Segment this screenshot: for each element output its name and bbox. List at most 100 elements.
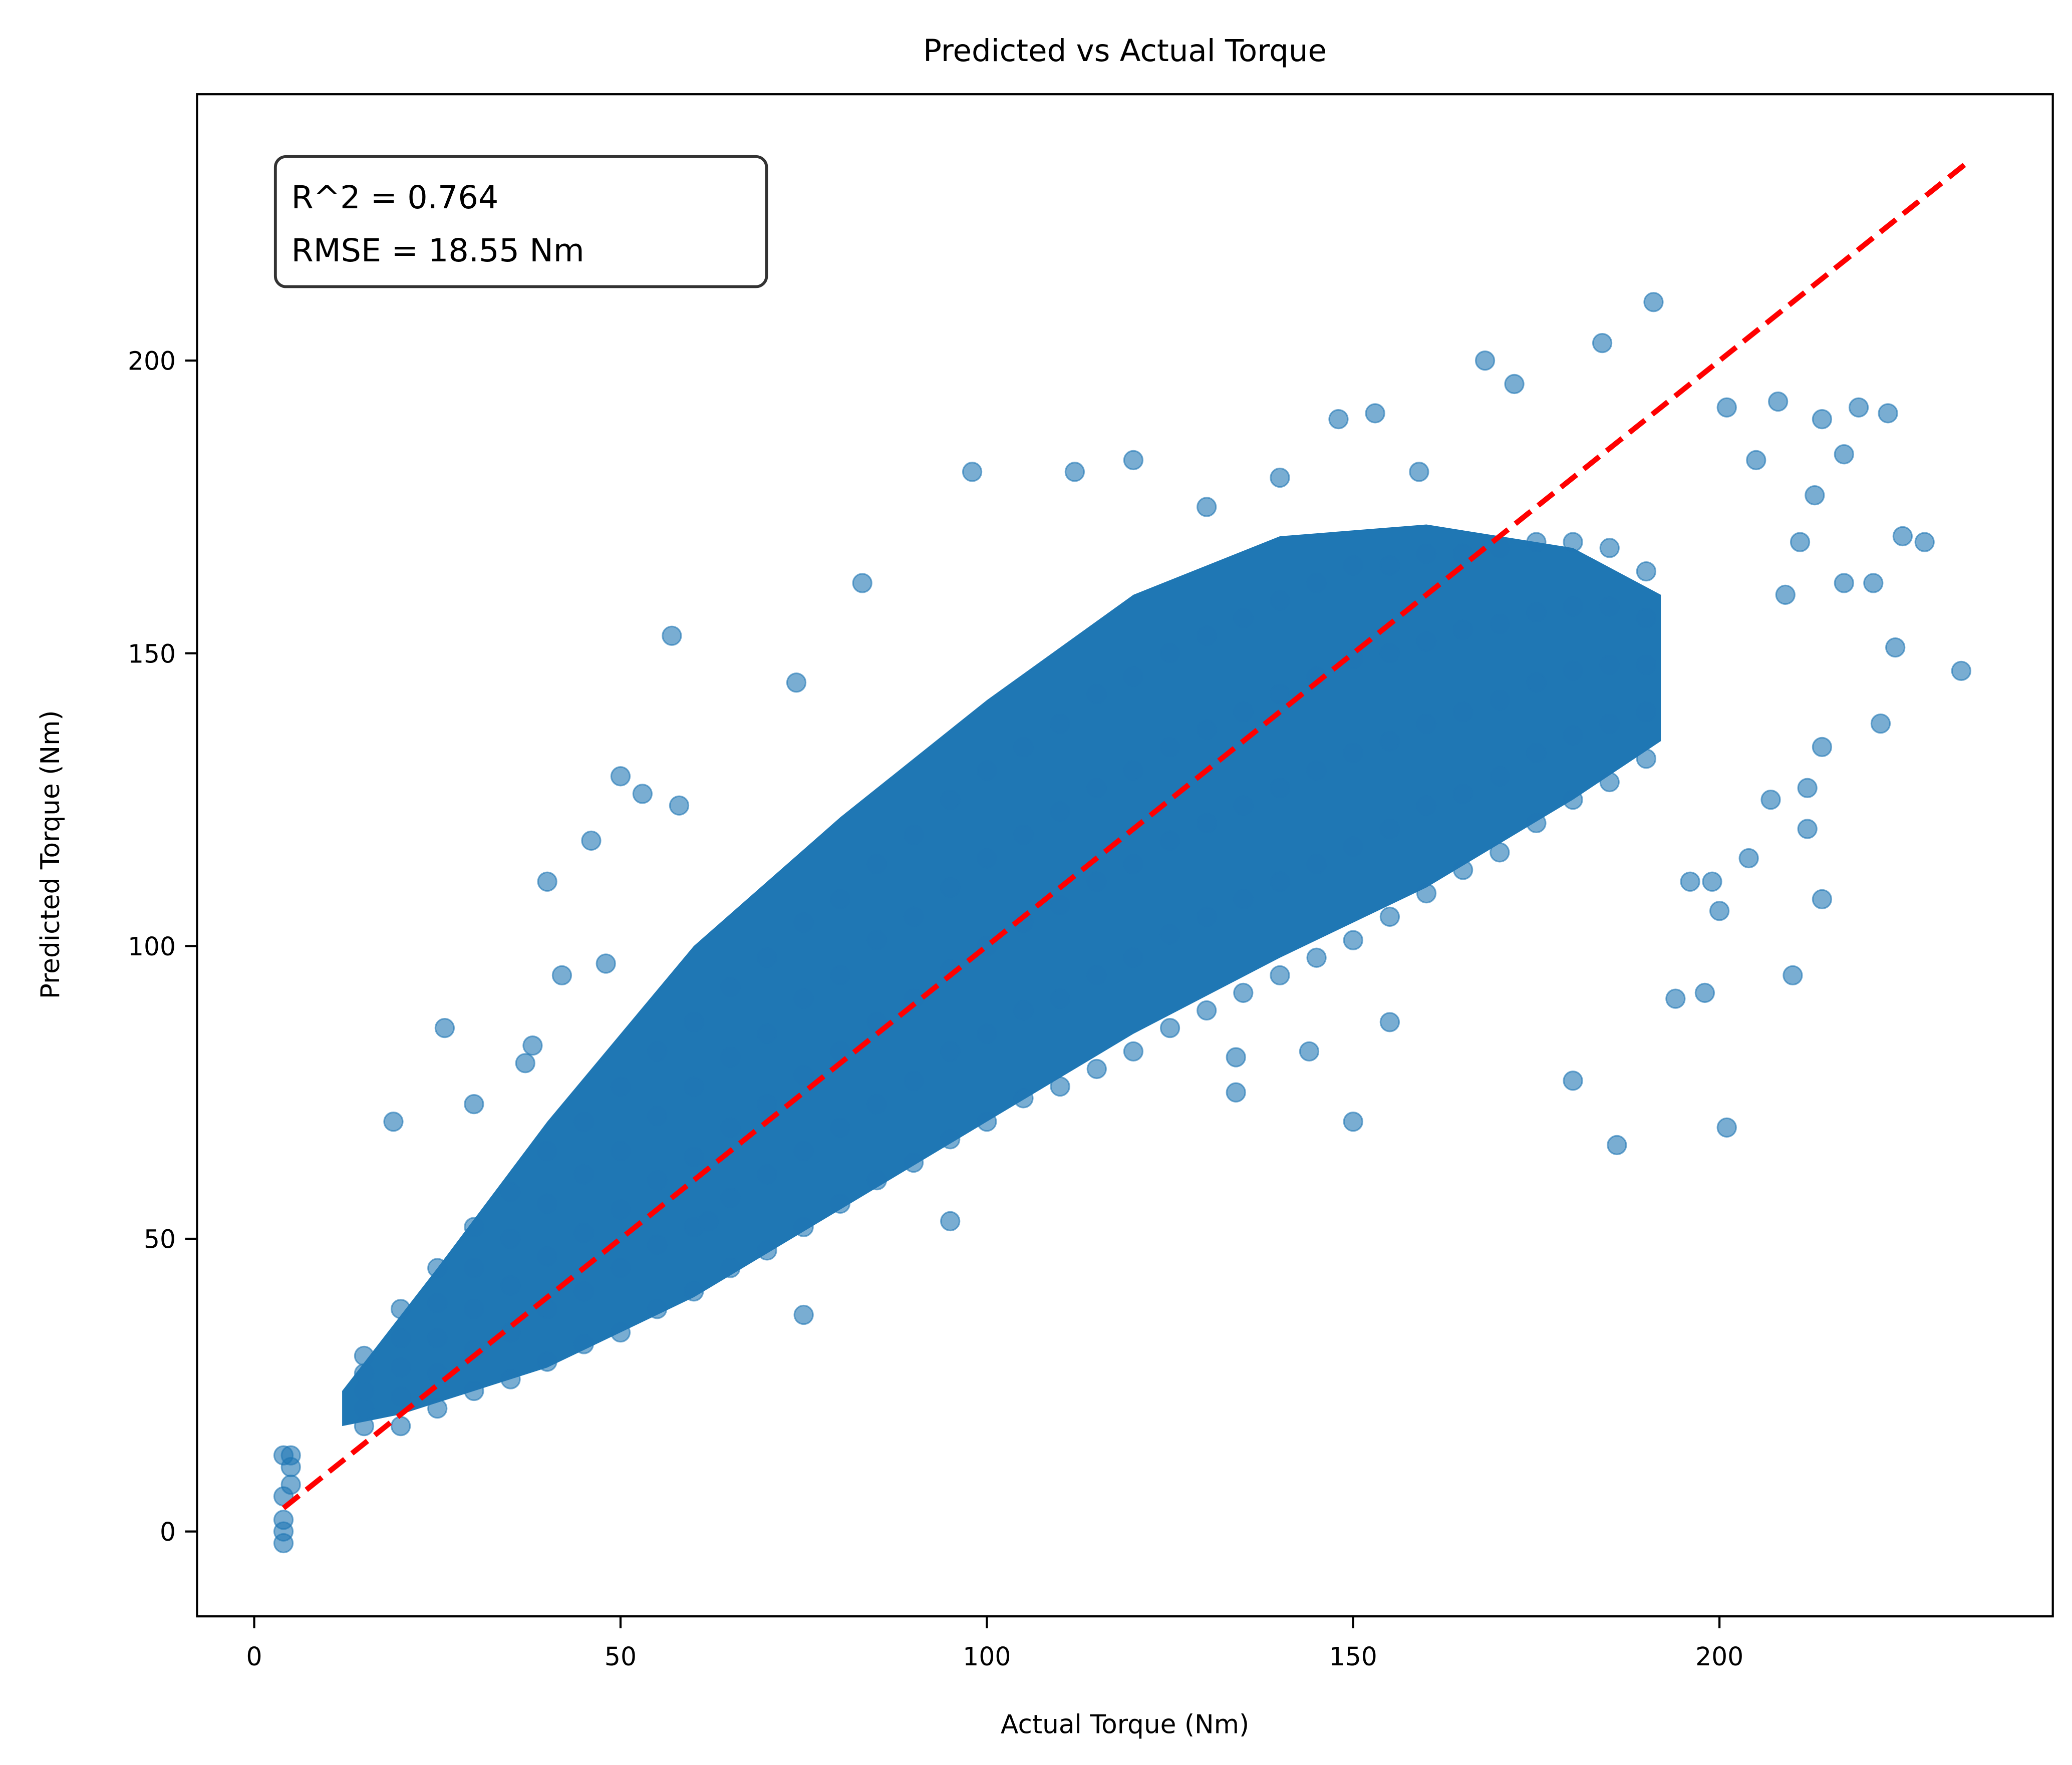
scatter-point	[464, 1258, 484, 1278]
scatter-point	[1709, 901, 1730, 921]
scatter-point	[903, 1152, 924, 1173]
scatter-point	[1526, 602, 1547, 623]
chart-title: Predicted vs Actual Torque	[923, 33, 1327, 69]
scatter-point	[1416, 543, 1437, 564]
scatter-point	[1790, 532, 1811, 552]
scatter-point	[647, 1170, 668, 1191]
scatter-point	[1226, 1047, 1246, 1068]
scatter-point	[1343, 743, 1363, 763]
scatter-point	[464, 1094, 484, 1115]
scatter-point	[1490, 690, 1510, 711]
scatter-point	[1306, 854, 1327, 874]
scatter-point	[903, 825, 924, 845]
scatter-point	[940, 789, 961, 810]
scatter-point	[280, 1445, 301, 1466]
x-tick-label: 100	[963, 1642, 1011, 1671]
scatter-point	[1599, 713, 1620, 734]
scatter-point	[1086, 965, 1107, 986]
scatter-point	[383, 1112, 404, 1132]
scatter-point	[1563, 789, 1583, 810]
scatter-point	[1453, 701, 1473, 722]
scatter-point	[1783, 965, 1803, 986]
scatter-point	[500, 1369, 521, 1389]
x-tick-label: 0	[246, 1642, 262, 1671]
scatter-point	[1878, 403, 1898, 424]
scatter-point	[1343, 555, 1363, 576]
scatter-point	[866, 854, 887, 874]
plot-area	[273, 159, 1971, 1554]
scatter-point	[1526, 743, 1547, 763]
scatter-point	[537, 871, 557, 892]
scatter-point	[390, 1416, 411, 1437]
scatter-point	[1123, 450, 1144, 471]
scatter-point	[1643, 292, 1664, 312]
r-squared-text: R^2 = 0.764	[291, 179, 499, 216]
scatter-point	[830, 889, 850, 910]
scatter-point	[1453, 860, 1473, 880]
scatter-point	[1343, 1112, 1363, 1132]
scatter-point	[390, 1299, 411, 1319]
scatter-point	[632, 784, 653, 804]
scatter-point	[1797, 778, 1818, 798]
metrics-annotation-box: R^2 = 0.764 RMSE = 18.55 Nm	[273, 155, 768, 288]
scatter-point	[522, 1035, 543, 1056]
x-tick-label: 150	[1329, 1642, 1377, 1671]
scatter-point	[1197, 625, 1217, 646]
scatter-point	[1599, 538, 1620, 558]
scatter-point	[354, 1345, 375, 1366]
scatter-point	[537, 1193, 557, 1214]
scatter-point	[390, 1328, 411, 1348]
scatter-point	[1050, 713, 1070, 734]
scatter-point	[537, 1351, 557, 1372]
scatter-point	[793, 988, 814, 1009]
rmse-text: RMSE = 18.55 Nm	[291, 232, 584, 269]
scatter-point	[1013, 1088, 1034, 1109]
scatter-point	[551, 965, 572, 986]
scatter-point	[610, 1076, 631, 1097]
scatter-point	[1343, 836, 1363, 857]
scatter-point	[1086, 778, 1107, 798]
scatter-point	[610, 1199, 631, 1220]
scatter-point	[977, 1023, 997, 1044]
scatter-point	[1086, 1058, 1107, 1080]
scatter-point	[1636, 749, 1656, 769]
axes-frame	[196, 93, 2054, 1618]
scatter-point	[500, 1275, 521, 1296]
scatter-point	[434, 1017, 455, 1038]
scatter-point	[1197, 813, 1217, 834]
scatter-point	[757, 1240, 777, 1261]
scatter-point	[1123, 854, 1144, 874]
scatter-point	[1233, 608, 1254, 628]
scatter-point	[581, 830, 602, 851]
y-tick-label: 50	[144, 1225, 176, 1254]
scatter-point	[1416, 883, 1437, 904]
y-tick-label: 0	[160, 1517, 176, 1547]
scatter-point	[1306, 573, 1327, 593]
scatter-point	[1563, 725, 1583, 746]
scatter-point	[1563, 596, 1583, 617]
scatter-point	[1951, 660, 1971, 681]
scatter-point	[977, 760, 997, 781]
scatter-point	[1760, 789, 1781, 810]
scatter-point	[1892, 526, 1913, 547]
y-tick-label: 150	[128, 639, 176, 668]
scatter-point	[354, 1398, 375, 1419]
scatter-point	[1159, 643, 1180, 663]
scatter-point	[280, 1474, 301, 1495]
scatter-point	[1233, 701, 1254, 722]
scatter-point	[1379, 1012, 1400, 1032]
scatter-point	[1226, 1082, 1246, 1103]
scatter-point	[1328, 409, 1349, 430]
scatter-point	[1050, 988, 1070, 1009]
x-tick-label: 50	[605, 1642, 637, 1671]
scatter-point	[1563, 532, 1583, 552]
scatter-point	[1636, 608, 1656, 628]
scatter-point	[1013, 825, 1034, 845]
scatter-point	[515, 1053, 535, 1074]
scatter-point	[757, 947, 777, 968]
scatter-point	[1526, 813, 1547, 834]
scatter-point	[793, 1141, 814, 1161]
scatter-point	[1636, 561, 1656, 582]
scatter-point	[793, 912, 814, 933]
scatter-point	[610, 1141, 631, 1161]
